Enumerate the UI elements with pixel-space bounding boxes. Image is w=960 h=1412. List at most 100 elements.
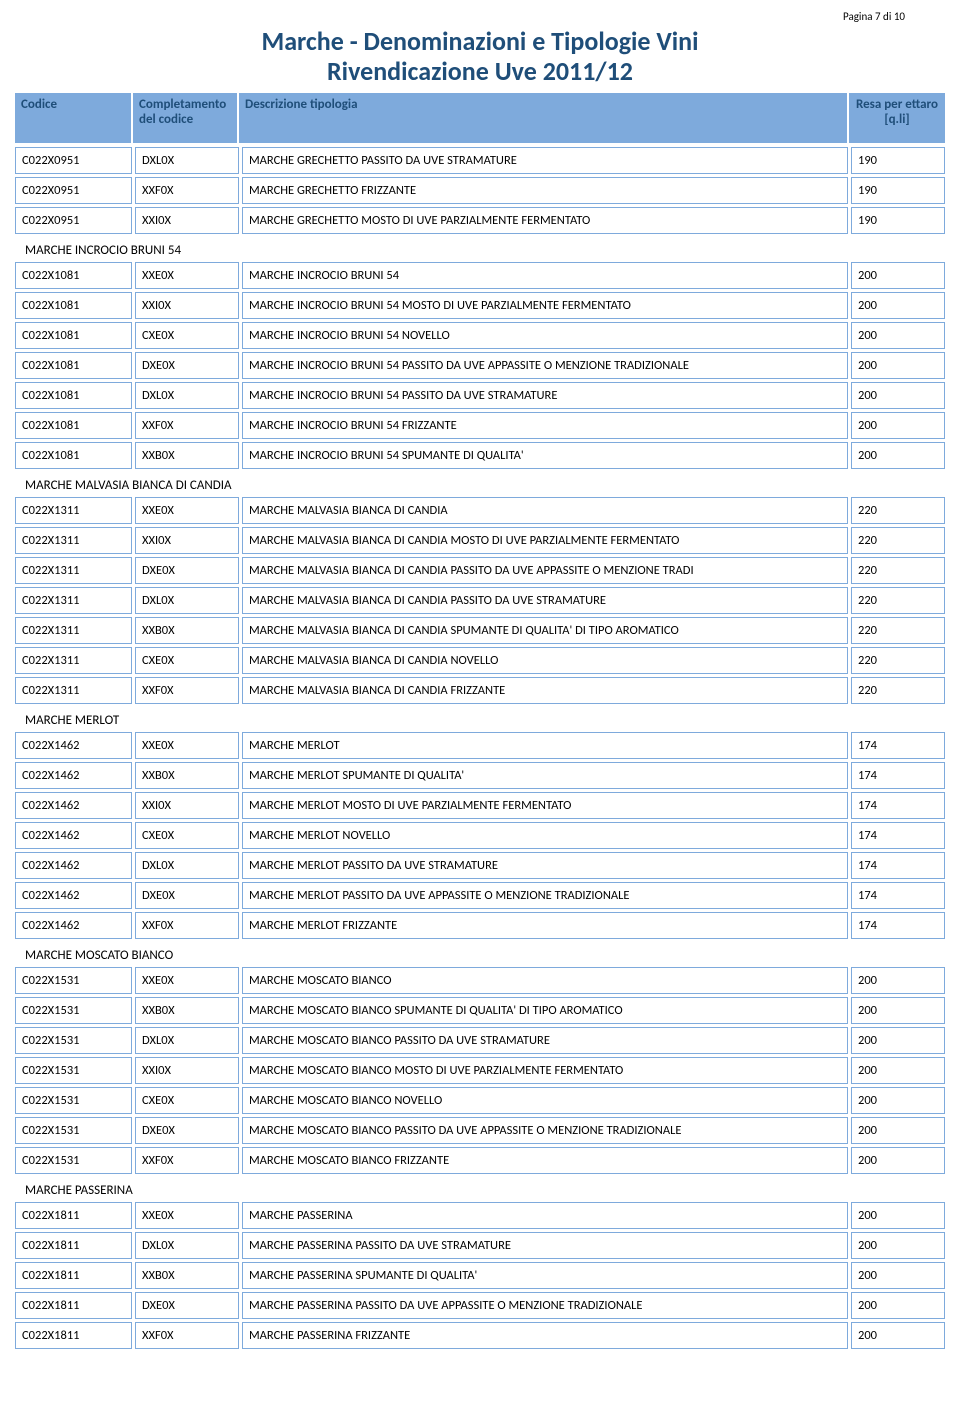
cell-completamento: DXE0X bbox=[135, 1117, 239, 1144]
cell-resa: 200 bbox=[851, 442, 945, 469]
cell-resa: 200 bbox=[851, 1322, 945, 1349]
table-row: C022X1531CXE0XMARCHE MOSCATO BIANCO NOVE… bbox=[15, 1087, 945, 1114]
cell-resa: 200 bbox=[851, 412, 945, 439]
cell-descrizione: MARCHE PASSERINA PASSITO DA UVE APPASSIT… bbox=[242, 1292, 848, 1319]
cell-resa: 200 bbox=[851, 1027, 945, 1054]
cell-completamento: XXF0X bbox=[135, 912, 239, 939]
table-row: C022X1531DXE0XMARCHE MOSCATO BIANCO PASS… bbox=[15, 1117, 945, 1144]
section-title: MARCHE PASSERINA bbox=[15, 1177, 945, 1202]
table-row: C022X1462DXE0XMARCHE MERLOT PASSITO DA U… bbox=[15, 882, 945, 909]
table-row: C022X1311XXI0XMARCHE MALVASIA BIANCA DI … bbox=[15, 527, 945, 554]
cell-completamento: XXE0X bbox=[135, 967, 239, 994]
table-row: C022X1531XXB0XMARCHE MOSCATO BIANCO SPUM… bbox=[15, 997, 945, 1024]
table-row: C022X1462XXI0XMARCHE MERLOT MOSTO DI UVE… bbox=[15, 792, 945, 819]
cell-resa: 220 bbox=[851, 557, 945, 584]
cell-resa: 200 bbox=[851, 997, 945, 1024]
cell-resa: 220 bbox=[851, 647, 945, 674]
cell-codice: C022X1811 bbox=[15, 1292, 132, 1319]
table-row: C022X1311XXB0XMARCHE MALVASIA BIANCA DI … bbox=[15, 617, 945, 644]
table-row: C022X1081CXE0XMARCHE INCROCIO BRUNI 54 N… bbox=[15, 322, 945, 349]
cell-completamento: CXE0X bbox=[135, 322, 239, 349]
cell-completamento: DXL0X bbox=[135, 1027, 239, 1054]
table-row: C022X1311DXE0XMARCHE MALVASIA BIANCA DI … bbox=[15, 557, 945, 584]
cell-descrizione: MARCHE MOSCATO BIANCO PASSITO DA UVE STR… bbox=[242, 1027, 848, 1054]
cell-codice: C022X1462 bbox=[15, 792, 132, 819]
table-row: C022X0951XXI0XMARCHE GRECHETTO MOSTO DI … bbox=[15, 207, 945, 234]
cell-completamento: XXF0X bbox=[135, 1147, 239, 1174]
cell-codice: C022X1811 bbox=[15, 1232, 132, 1259]
table-row: C022X1811XXE0XMARCHE PASSERINA200 bbox=[15, 1202, 945, 1229]
cell-codice: C022X1531 bbox=[15, 1027, 132, 1054]
cell-resa: 200 bbox=[851, 1202, 945, 1229]
cell-resa: 190 bbox=[851, 207, 945, 234]
cell-descrizione: MARCHE MALVASIA BIANCA DI CANDIA FRIZZAN… bbox=[242, 677, 848, 704]
table-row: C022X1081XXF0XMARCHE INCROCIO BRUNI 54 F… bbox=[15, 412, 945, 439]
cell-descrizione: MARCHE MOSCATO BIANCO NOVELLO bbox=[242, 1087, 848, 1114]
cell-codice: C022X1311 bbox=[15, 497, 132, 524]
cell-completamento: XXI0X bbox=[135, 207, 239, 234]
cell-codice: C022X1081 bbox=[15, 292, 132, 319]
cell-codice: C022X1311 bbox=[15, 527, 132, 554]
table-row: C022X0951DXL0XMARCHE GRECHETTO PASSITO D… bbox=[15, 147, 945, 174]
cell-completamento: XXI0X bbox=[135, 292, 239, 319]
cell-completamento: XXI0X bbox=[135, 1057, 239, 1084]
section-title: MARCHE MALVASIA BIANCA DI CANDIA bbox=[15, 472, 945, 497]
cell-codice: C022X1531 bbox=[15, 1087, 132, 1114]
cell-completamento: CXE0X bbox=[135, 822, 239, 849]
table-row: C022X0951XXF0XMARCHE GRECHETTO FRIZZANTE… bbox=[15, 177, 945, 204]
page-number: Pagina 7 di 10 bbox=[15, 10, 945, 23]
cell-descrizione: MARCHE INCROCIO BRUNI 54 PASSITO DA UVE … bbox=[242, 352, 848, 379]
section-title: MARCHE MOSCATO BIANCO bbox=[15, 942, 945, 967]
cell-completamento: CXE0X bbox=[135, 647, 239, 674]
cell-resa: 200 bbox=[851, 352, 945, 379]
cell-resa: 200 bbox=[851, 1057, 945, 1084]
cell-completamento: XXF0X bbox=[135, 1322, 239, 1349]
cell-resa: 220 bbox=[851, 677, 945, 704]
cell-codice: C022X1811 bbox=[15, 1262, 132, 1289]
cell-completamento: DXL0X bbox=[135, 587, 239, 614]
cell-resa: 200 bbox=[851, 1292, 945, 1319]
cell-codice: C022X1081 bbox=[15, 352, 132, 379]
cell-resa: 200 bbox=[851, 1232, 945, 1259]
cell-completamento: XXB0X bbox=[135, 442, 239, 469]
table-row: C022X1531XXF0XMARCHE MOSCATO BIANCO FRIZ… bbox=[15, 1147, 945, 1174]
cell-resa: 220 bbox=[851, 497, 945, 524]
cell-codice: C022X1081 bbox=[15, 412, 132, 439]
cell-codice: C022X0951 bbox=[15, 147, 132, 174]
cell-resa: 220 bbox=[851, 617, 945, 644]
cell-resa: 174 bbox=[851, 792, 945, 819]
cell-resa: 220 bbox=[851, 527, 945, 554]
cell-descrizione: MARCHE MERLOT PASSITO DA UVE APPASSITE O… bbox=[242, 882, 848, 909]
cell-completamento: XXB0X bbox=[135, 1262, 239, 1289]
cell-codice: C022X1811 bbox=[15, 1322, 132, 1349]
cell-codice: C022X1081 bbox=[15, 382, 132, 409]
cell-codice: C022X1462 bbox=[15, 822, 132, 849]
header-codice: Codice bbox=[15, 93, 133, 143]
table-row: C022X1462DXL0XMARCHE MERLOT PASSITO DA U… bbox=[15, 852, 945, 879]
cell-completamento: XXF0X bbox=[135, 177, 239, 204]
table-row: C022X1811DXL0XMARCHE PASSERINA PASSITO D… bbox=[15, 1232, 945, 1259]
cell-resa: 174 bbox=[851, 882, 945, 909]
table-row: C022X1531DXL0XMARCHE MOSCATO BIANCO PASS… bbox=[15, 1027, 945, 1054]
cell-codice: C022X1811 bbox=[15, 1202, 132, 1229]
cell-descrizione: MARCHE MOSCATO BIANCO SPUMANTE DI QUALIT… bbox=[242, 997, 848, 1024]
cell-descrizione: MARCHE MALVASIA BIANCA DI CANDIA NOVELLO bbox=[242, 647, 848, 674]
cell-descrizione: MARCHE MERLOT bbox=[242, 732, 848, 759]
cell-descrizione: MARCHE INCROCIO BRUNI 54 PASSITO DA UVE … bbox=[242, 382, 848, 409]
table-row: C022X1462XXF0XMARCHE MERLOT FRIZZANTE174 bbox=[15, 912, 945, 939]
table-row: C022X1811DXE0XMARCHE PASSERINA PASSITO D… bbox=[15, 1292, 945, 1319]
cell-codice: C022X1311 bbox=[15, 647, 132, 674]
table-header: Codice Completamento del codice Descrizi… bbox=[15, 93, 945, 143]
cell-descrizione: MARCHE GRECHETTO MOSTO DI UVE PARZIALMEN… bbox=[242, 207, 848, 234]
cell-completamento: XXE0X bbox=[135, 1202, 239, 1229]
cell-completamento: DXE0X bbox=[135, 557, 239, 584]
cell-completamento: XXB0X bbox=[135, 997, 239, 1024]
table-row: C022X1531XXI0XMARCHE MOSCATO BIANCO MOST… bbox=[15, 1057, 945, 1084]
cell-resa: 220 bbox=[851, 587, 945, 614]
cell-codice: C022X1081 bbox=[15, 322, 132, 349]
cell-codice: C022X1081 bbox=[15, 262, 132, 289]
cell-completamento: DXL0X bbox=[135, 382, 239, 409]
cell-resa: 174 bbox=[851, 822, 945, 849]
cell-resa: 200 bbox=[851, 382, 945, 409]
cell-resa: 190 bbox=[851, 177, 945, 204]
